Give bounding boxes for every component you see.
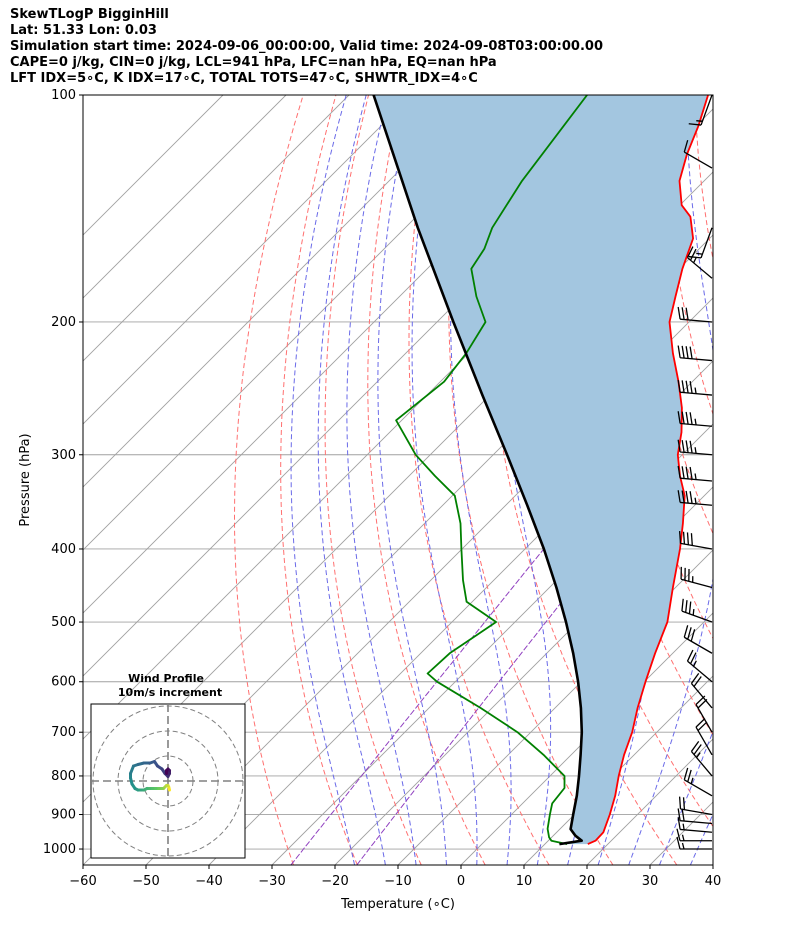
dry-adiabat <box>448 95 614 865</box>
wind-barb <box>677 411 713 427</box>
hodograph-subtitle: 10m/s increment <box>118 686 222 699</box>
wind-barbs <box>676 94 713 850</box>
isotherm-line <box>83 95 224 236</box>
parcel-path-line <box>372 95 584 846</box>
x-tick-label: 20 <box>579 874 596 889</box>
x-tick-label: −50 <box>132 874 159 889</box>
dry-adiabat <box>280 95 358 865</box>
y-tick-label: 600 <box>51 675 76 690</box>
isotherm-line <box>83 95 287 299</box>
chart-title-block: SkewTLogP BigginHill Lat: 51.33 Lon: 0.0… <box>10 7 603 87</box>
wind-barb <box>686 649 713 683</box>
y-tick-label: 800 <box>51 769 76 784</box>
x-tick-label: −10 <box>384 874 411 889</box>
location-coordinates: Lat: 51.33 Lon: 0.03 <box>10 23 157 38</box>
y-tick-label: 900 <box>51 808 76 823</box>
x-tick-label: 0 <box>457 874 465 889</box>
isotherm-line <box>83 95 476 488</box>
mixing-ratio-line <box>356 548 604 865</box>
y-axis-label: Pressure (hPa) <box>18 433 33 526</box>
y-tick-label: 700 <box>51 725 76 740</box>
dewpoint-line <box>395 95 588 845</box>
isotherm-line <box>523 675 713 865</box>
wind-barb <box>681 598 713 623</box>
wind-barb <box>683 140 713 169</box>
moist-adiabat <box>659 730 713 865</box>
dry-adiabat <box>760 95 794 865</box>
wind-barb <box>690 673 713 709</box>
y-tick-label: 400 <box>51 542 76 557</box>
wind-barb <box>683 767 713 797</box>
x-tick-label: 40 <box>705 874 722 889</box>
wind-barb <box>690 741 713 777</box>
moist-adiabat <box>628 95 713 865</box>
y-tick-label: 100 <box>51 88 76 103</box>
wind-barb <box>677 306 713 323</box>
wind-barb <box>677 490 713 506</box>
stability-indices: LFT IDX=5∘C, K IDX=17∘C, TOTAL TOTS=47∘C… <box>10 71 478 86</box>
wind-barb <box>686 246 713 279</box>
wind-barb <box>677 808 713 825</box>
isotherm-line <box>334 486 713 865</box>
wind-barb <box>677 379 713 396</box>
wind-barb <box>677 465 713 482</box>
wind-barb <box>680 566 713 589</box>
y-tick-label: 300 <box>51 448 76 463</box>
wind-barb <box>676 836 712 850</box>
wind-barb <box>677 817 713 833</box>
wind-barb <box>688 227 713 259</box>
wind-barb <box>676 828 712 842</box>
wind-barb <box>695 718 713 756</box>
x-tick-label: −60 <box>69 874 96 889</box>
wind-barb <box>683 625 713 654</box>
wind-barb <box>678 796 713 816</box>
x-tick-label: −40 <box>195 874 222 889</box>
y-tick-label: 1000 <box>43 842 76 857</box>
profile-series <box>372 95 709 846</box>
temperature-line <box>587 95 709 845</box>
x-tick-label: −20 <box>321 874 348 889</box>
x-axis-label: Temperature (∘C) <box>340 897 455 912</box>
dry-adiabat <box>234 95 304 865</box>
wind-barb <box>677 439 713 456</box>
mixing-ratio-line <box>290 548 545 865</box>
dry-adiabat <box>367 95 486 865</box>
wind-barb <box>695 695 713 733</box>
moist-adiabat <box>290 95 356 865</box>
moist-adiabat <box>753 95 794 865</box>
isotherm-line <box>83 95 539 551</box>
hodograph-plot <box>91 704 245 858</box>
moist-adiabat <box>317 95 386 865</box>
dry-adiabat <box>661 95 713 416</box>
wind-barb <box>677 345 713 362</box>
wind-barb <box>688 94 713 126</box>
x-axis-ticks: −60 −50 −40 −30 −20 −10 0 10 20 30 40 <box>69 865 721 889</box>
moist-adiabat <box>721 95 794 865</box>
y-tick-label: 500 <box>51 615 76 630</box>
x-tick-label: 10 <box>516 874 533 889</box>
x-tick-label: −30 <box>258 874 285 889</box>
simulation-time: Simulation start time: 2024-09-06_00:00:… <box>10 39 603 54</box>
cape-cin-fill <box>373 95 709 845</box>
cin-shading <box>373 95 709 845</box>
x-tick-label: 30 <box>642 874 659 889</box>
moist-adiabat <box>450 95 512 865</box>
moist-adiabat <box>346 95 417 865</box>
dry-adiabat <box>727 95 794 865</box>
moist-adiabat <box>377 95 447 865</box>
wind-barb <box>678 531 713 550</box>
dry-adiabat <box>324 95 422 865</box>
isotherm-line <box>397 549 713 865</box>
hodograph-inset: Wind Profile 10m/s increment <box>90 672 246 859</box>
isotherm-line <box>83 95 413 425</box>
y-axis-ticks: 100 200 300 400 500 600 700 800 900 1000 <box>43 88 83 857</box>
convective-parameters: CAPE=0 j/kg, CIN=0 j/kg, LCL=941 hPa, LF… <box>10 55 497 70</box>
isotherm-line <box>83 95 350 362</box>
y-tick-label: 200 <box>51 315 76 330</box>
hodograph-title: Wind Profile <box>128 672 204 685</box>
chart-title: SkewTLogP BigginHill <box>10 7 169 22</box>
dry-adiabat <box>408 95 550 865</box>
isotherm-line <box>712 864 713 865</box>
